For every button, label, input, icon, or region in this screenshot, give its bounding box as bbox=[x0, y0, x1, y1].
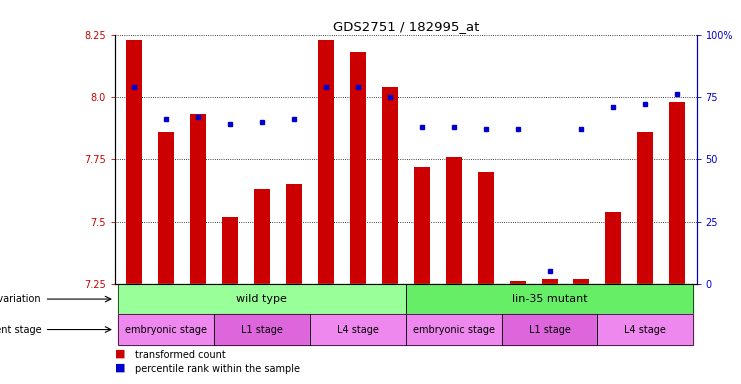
Bar bbox=[574, 279, 590, 284]
Bar bbox=[510, 281, 525, 284]
Text: genotype/variation: genotype/variation bbox=[0, 294, 41, 304]
Text: transformed count: transformed count bbox=[135, 350, 226, 360]
Bar bbox=[310, 314, 406, 345]
Text: development stage: development stage bbox=[0, 324, 41, 334]
Bar bbox=[405, 284, 694, 314]
Bar bbox=[382, 87, 398, 284]
Bar bbox=[669, 102, 685, 284]
Bar bbox=[597, 314, 694, 345]
Text: lin-35 mutant: lin-35 mutant bbox=[512, 294, 588, 304]
Bar bbox=[254, 189, 270, 284]
Text: L1 stage: L1 stage bbox=[528, 324, 571, 334]
Text: ■: ■ bbox=[115, 349, 125, 359]
Bar bbox=[637, 132, 654, 284]
Text: L4 stage: L4 stage bbox=[337, 324, 379, 334]
Bar bbox=[350, 52, 366, 284]
Bar bbox=[502, 314, 597, 345]
Text: embryonic stage: embryonic stage bbox=[125, 324, 207, 334]
Title: GDS2751 / 182995_at: GDS2751 / 182995_at bbox=[333, 20, 479, 33]
Bar bbox=[118, 314, 214, 345]
Bar bbox=[118, 284, 405, 314]
Bar bbox=[445, 157, 462, 284]
Bar bbox=[126, 40, 142, 284]
Bar bbox=[222, 217, 238, 284]
Text: embryonic stage: embryonic stage bbox=[413, 324, 495, 334]
Bar bbox=[597, 314, 694, 345]
Bar bbox=[405, 314, 502, 345]
Bar bbox=[214, 314, 310, 345]
Bar bbox=[413, 167, 430, 284]
Bar bbox=[605, 212, 622, 284]
Bar bbox=[318, 40, 333, 284]
Bar bbox=[542, 279, 557, 284]
Text: L4 stage: L4 stage bbox=[625, 324, 666, 334]
Bar bbox=[214, 314, 310, 345]
Bar bbox=[502, 314, 597, 345]
Bar bbox=[286, 184, 302, 284]
Text: wild type: wild type bbox=[236, 294, 288, 304]
Bar bbox=[118, 284, 405, 314]
Text: ■: ■ bbox=[115, 363, 125, 373]
Bar bbox=[478, 172, 494, 284]
Bar bbox=[310, 314, 406, 345]
Bar bbox=[190, 114, 206, 284]
Text: L1 stage: L1 stage bbox=[241, 324, 283, 334]
Bar bbox=[158, 132, 174, 284]
Bar bbox=[405, 284, 694, 314]
Bar bbox=[405, 314, 502, 345]
Bar bbox=[118, 314, 214, 345]
Text: percentile rank within the sample: percentile rank within the sample bbox=[135, 364, 300, 374]
